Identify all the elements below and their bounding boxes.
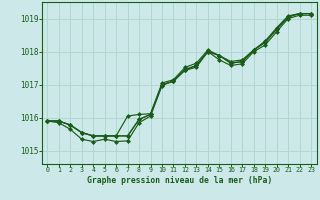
- X-axis label: Graphe pression niveau de la mer (hPa): Graphe pression niveau de la mer (hPa): [87, 176, 272, 185]
